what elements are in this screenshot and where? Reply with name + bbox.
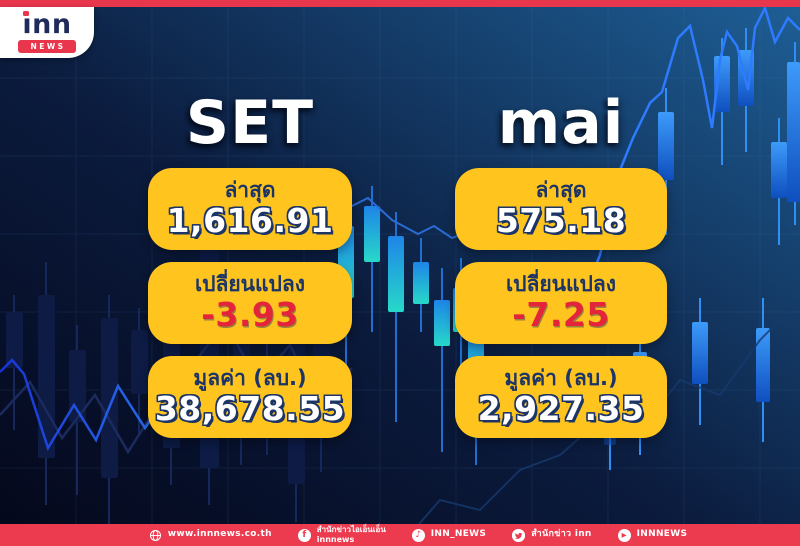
- twitter-icon: [512, 528, 526, 542]
- set-change-label: เปลี่ยนแปลง: [194, 271, 306, 296]
- twitter-handle: สำนักข่าว inn: [531, 529, 592, 540]
- logo-news-badge: NEWS: [18, 40, 76, 53]
- set-latest-card: ล่าสุด 1,616.91: [148, 168, 352, 250]
- mai-latest-label: ล่าสุด: [535, 177, 587, 202]
- mai-change-value: -7.25: [512, 295, 610, 335]
- mai-column: mai ล่าสุด 575.18 เปลี่ยนแปลง -7.25 มูลค…: [455, 86, 667, 450]
- footer-item-website: www.innnews.co.th: [149, 529, 272, 542]
- mai-change-card: เปลี่ยนแปลง -7.25: [455, 262, 667, 344]
- mai-turnover-value: 2,927.35: [477, 389, 645, 429]
- mai-turnover-label: มูลค่า (ลบ.): [504, 365, 618, 390]
- set-turnover-value: 38,678.55: [154, 389, 346, 429]
- youtube-handle: INNNEWS: [636, 529, 688, 540]
- mai-title: mai: [497, 88, 625, 158]
- set-turnover-card: มูลค่า (ลบ.) 38,678.55: [148, 356, 352, 438]
- footer-item-youtube: ▶ INNNEWS: [617, 528, 688, 542]
- globe-icon: [149, 529, 162, 542]
- inn-news-logo: ı nn NEWS: [0, 7, 94, 58]
- tiktok-handle: INN_NEWS: [430, 529, 487, 540]
- footer-item-tiktok: ♪ INN_NEWS: [411, 528, 487, 542]
- mai-latest-value: 575.18: [495, 201, 627, 241]
- mai-turnover-card: มูลค่า (ลบ.) 2,927.35: [455, 356, 667, 438]
- top-accent-bar: [0, 0, 800, 7]
- set-column: SET ล่าสุด 1,616.91 เปลี่ยนแปลง -3.93 มู…: [148, 86, 352, 450]
- mai-change-label: เปลี่ยนแปลง: [505, 271, 617, 296]
- footer-item-facebook: f สำนักข่าวไอเอ็นเอ็น innnews: [297, 525, 386, 544]
- set-latest-value: 1,616.91: [166, 201, 334, 241]
- set-change-value: -3.93: [201, 295, 299, 335]
- facebook-icon: f: [297, 528, 311, 542]
- set-change-card: เปลี่ยนแปลง -3.93: [148, 262, 352, 344]
- set-title: SET: [185, 88, 315, 158]
- logo-letter-i: ı: [22, 9, 33, 40]
- facebook-handle: สำนักข่าวไอเอ็นเอ็น innnews: [316, 525, 386, 544]
- logo-letters-nn: nn: [32, 9, 72, 40]
- youtube-icon: ▶: [617, 528, 631, 542]
- tiktok-icon: ♪: [411, 528, 425, 542]
- footer-bar: www.innnews.co.th f สำนักข่าวไอเอ็นเอ็น …: [0, 524, 800, 546]
- logo-wordmark: ı nn: [22, 9, 72, 40]
- mai-latest-card: ล่าสุด 575.18: [455, 168, 667, 250]
- footer-social-row: www.innnews.co.th f สำนักข่าวไอเอ็นเอ็น …: [149, 525, 688, 544]
- set-latest-label: ล่าสุด: [224, 177, 276, 202]
- footer-item-twitter: สำนักข่าว inn: [512, 528, 592, 542]
- website-url: www.innnews.co.th: [167, 529, 272, 540]
- set-turnover-label: มูลค่า (ลบ.): [193, 365, 307, 390]
